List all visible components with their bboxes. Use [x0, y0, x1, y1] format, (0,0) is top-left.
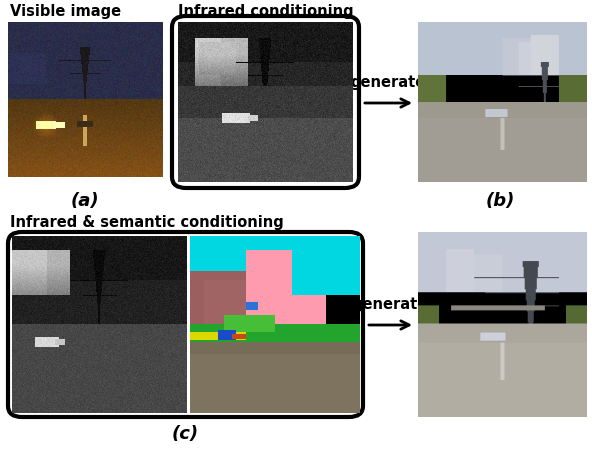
Text: (a): (a) [70, 192, 99, 210]
Text: (b): (b) [485, 192, 514, 210]
Text: Visible image: Visible image [10, 4, 121, 19]
Text: Infrared & semantic conditioning: Infrared & semantic conditioning [10, 215, 284, 230]
Text: (c): (c) [172, 425, 198, 443]
Text: generate: generate [350, 75, 426, 90]
Text: Infrared conditioning: Infrared conditioning [178, 4, 353, 19]
Text: generate: generate [352, 297, 427, 312]
